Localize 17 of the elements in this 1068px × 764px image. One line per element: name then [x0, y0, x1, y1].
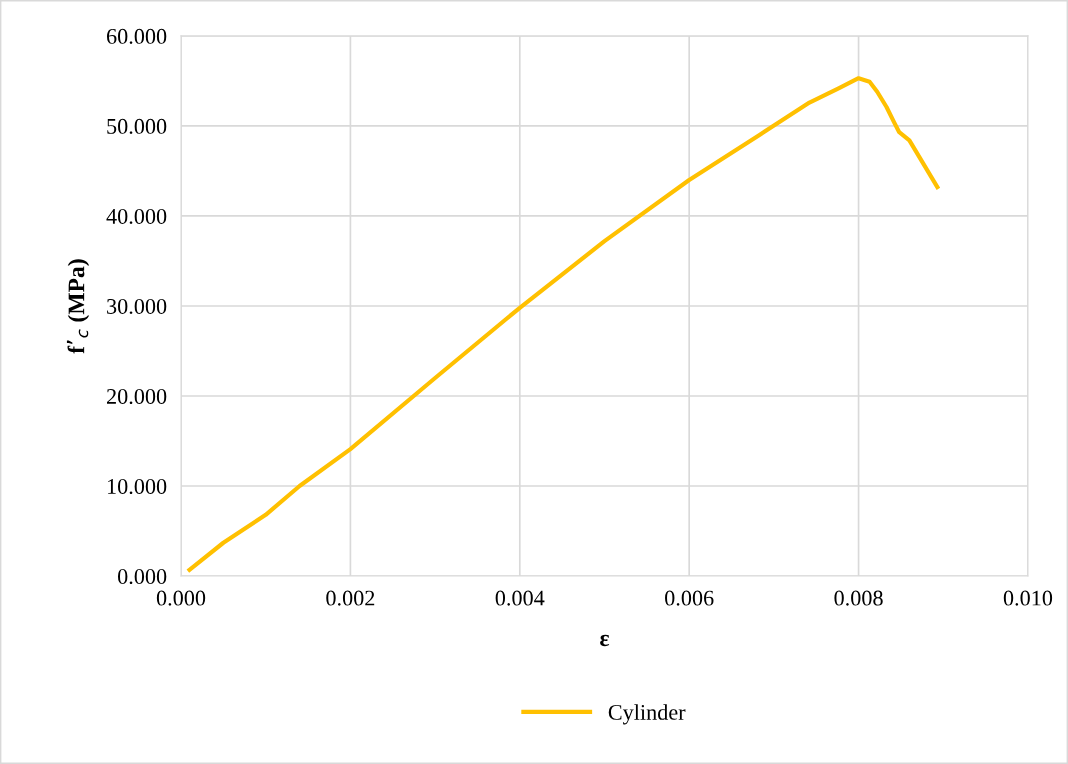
line-series	[187, 76, 940, 572]
y-tick-label: 10.000	[107, 478, 167, 495]
x-tick-label: 0.000	[156, 590, 206, 606]
y-tick-label: 30.000	[107, 298, 167, 315]
x-tick-label: 0.004	[495, 590, 545, 606]
x-tick-label: 0.002	[326, 590, 375, 606]
x-tick-label: 0.008	[834, 590, 883, 606]
y-tick-label: 60.000	[106, 28, 167, 44]
y-axis-title: f’$_{c}$ (MPa)	[66, 259, 90, 354]
x-axis-title: ε	[600, 634, 610, 647]
y-tick-label: 20.000	[107, 388, 167, 405]
x-tick-label: 0.006	[665, 590, 714, 606]
y-tick-label: 50.000	[107, 118, 167, 134]
legend-label: Cylinder	[608, 704, 686, 725]
y-tick-label: 0.000	[117, 568, 167, 585]
y-tick-label: 40.000	[106, 208, 167, 224]
x-tick-label: 0.010	[1003, 590, 1053, 606]
